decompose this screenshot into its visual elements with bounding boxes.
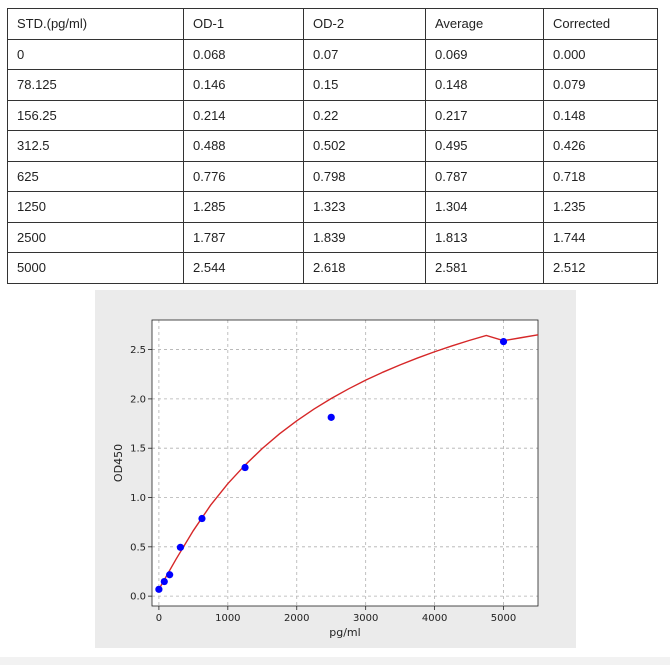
header-std: STD.(pg/ml)	[7, 8, 184, 40]
data-point	[160, 577, 168, 586]
table-cell: 0.502	[303, 130, 426, 162]
data-point	[155, 585, 163, 593]
table-cell: 1.744	[543, 221, 658, 253]
table-cell: 0.069	[425, 38, 544, 70]
table-cell: 625	[7, 160, 184, 192]
x-tick-label: 3000	[353, 613, 378, 624]
table-cell: 0.068	[183, 38, 304, 70]
table-row: 2500 1.787 1.839 1.813 1.744	[7, 221, 658, 253]
x-tick-label: 2000	[284, 613, 309, 624]
table-cell: 1.285	[183, 191, 304, 223]
table-cell: 312.5	[7, 130, 184, 162]
header-od2: OD-2	[303, 8, 426, 40]
header-average: Average	[425, 8, 544, 40]
x-tick-label: 5000	[491, 613, 516, 624]
standard-curve-chart: 0 1000 2000 3000 4000 5000 0.0 0.5 1.0 1.5 2.0 2.5 p…	[95, 290, 576, 648]
table-cell: 0.000	[543, 38, 658, 70]
table-cell: 0.22	[303, 99, 426, 131]
table-cell: 1.787	[183, 221, 304, 253]
table-cell: 1.304	[425, 191, 544, 223]
table-cell: 0.787	[425, 160, 544, 192]
table-header-row: STD.(pg/ml) OD-1 OD-2 Average Corrected	[7, 8, 658, 40]
table-cell: 5000	[7, 252, 184, 284]
data-point	[499, 337, 508, 346]
data-point	[166, 571, 174, 579]
data-point	[176, 543, 185, 551]
y-tick-label: 2.0	[130, 394, 146, 405]
table-row: 625 0.776 0.798 0.787 0.718	[7, 160, 658, 192]
table-cell: 0.079	[543, 69, 658, 101]
x-axis-label: pg/ml	[329, 626, 360, 639]
x-tick-label: 4000	[422, 613, 447, 624]
data-point	[241, 463, 249, 472]
table-cell: 2500	[7, 221, 184, 253]
table-cell: 2.512	[543, 252, 658, 284]
table-cell: 2.544	[183, 252, 304, 284]
table-row: 0 0.068 0.07 0.069 0.000	[7, 38, 658, 70]
table-cell: 0.718	[543, 160, 658, 192]
y-tick-label: 2.5	[130, 345, 146, 356]
table-row: 78.125 0.146 0.15 0.148 0.079	[7, 69, 658, 101]
header-corrected: Corrected	[543, 8, 658, 40]
table-row: 1250 1.285 1.323 1.304 1.235	[7, 191, 658, 223]
y-tick-label: 1.0	[130, 493, 146, 504]
table-cell: 2.581	[425, 252, 544, 284]
table-cell: 1.813	[425, 221, 544, 253]
x-tick-label: 1000	[215, 613, 240, 624]
table-cell: 0.426	[543, 130, 658, 162]
table-row: 312.5 0.488 0.502 0.495 0.426	[7, 130, 658, 162]
table-cell: 78.125	[7, 69, 184, 101]
table-cell: 0.495	[425, 130, 544, 162]
plot-area	[152, 320, 538, 606]
x-tick-label: 0	[156, 613, 162, 624]
table-cell: 0.148	[425, 69, 544, 101]
table-cell: 0.798	[303, 160, 426, 192]
table-cell: 1.235	[543, 191, 658, 223]
table-row: 5000 2.544 2.618 2.581 2.512	[7, 252, 658, 284]
table-cell: 1250	[7, 191, 184, 223]
data-point	[327, 413, 335, 421]
plot-frame	[151, 319, 539, 607]
data-point	[198, 514, 206, 523]
y-tick-label: 1.5	[130, 444, 146, 455]
chart-canvas: 0 1000 2000 3000 4000 5000 0.0 0.5 1.0 1.5 2.0 2.5 p…	[112, 319, 539, 639]
table-cell: 0.07	[303, 38, 426, 70]
table-cell: 0.776	[183, 160, 304, 192]
standard-curve-table: STD.(pg/ml) OD-1 OD-2 Average Corrected …	[7, 8, 658, 284]
table-cell: 0.146	[183, 69, 304, 101]
table-cell: 156.25	[7, 99, 184, 131]
table-cell: 1.839	[303, 221, 426, 253]
table-cell: 1.323	[303, 191, 426, 223]
y-tick-label: 0.0	[130, 592, 146, 603]
table-cell: 2.618	[303, 252, 426, 284]
table-cell: 0.214	[183, 99, 304, 131]
table-cell: 0	[7, 38, 184, 70]
table-cell: 0.15	[303, 69, 426, 101]
fit-curve-line	[158, 334, 539, 590]
header-od1: OD-1	[183, 8, 304, 40]
y-tick-label: 0.5	[130, 542, 146, 553]
table-row: 156.25 0.214 0.22 0.217 0.148	[7, 99, 658, 131]
table-cell: 0.217	[425, 99, 544, 131]
y-axis-label: OD450	[112, 444, 125, 482]
table-cell: 0.488	[183, 130, 304, 162]
table-cell: 0.148	[543, 99, 658, 131]
footer-strip	[0, 657, 670, 665]
